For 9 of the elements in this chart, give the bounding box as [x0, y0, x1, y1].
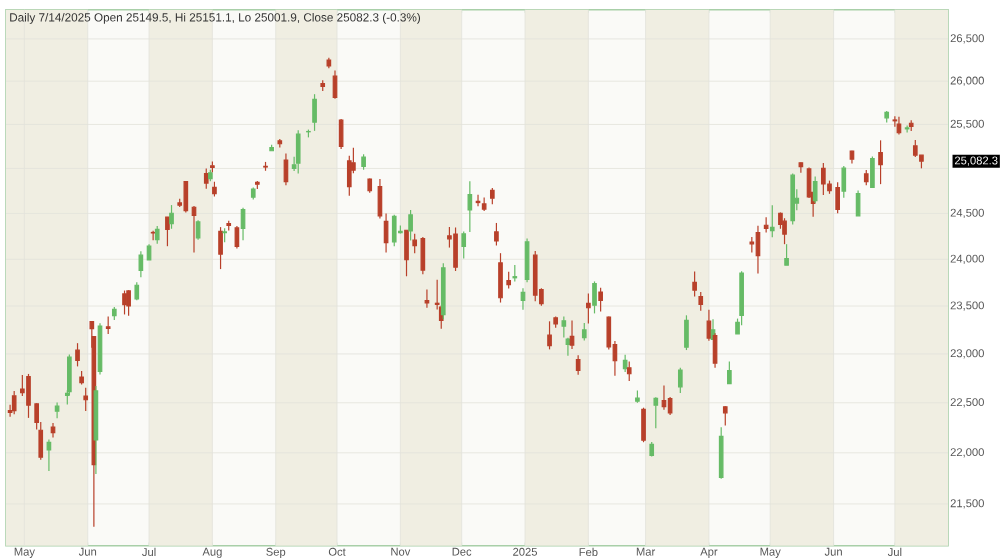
candlestick	[420, 236, 426, 275]
candlestick	[892, 115, 898, 128]
candlestick	[778, 212, 783, 230]
candlestick	[138, 250, 144, 278]
candlestick	[150, 231, 156, 241]
candlestick	[653, 397, 659, 429]
candlestick	[50, 422, 56, 439]
candlestick	[575, 354, 581, 376]
candlestick	[763, 216, 769, 234]
